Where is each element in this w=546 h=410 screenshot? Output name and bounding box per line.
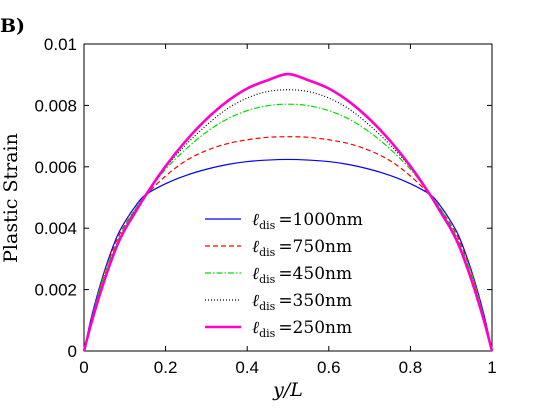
x-tick-label: 0.4 [235, 358, 259, 377]
x-tick-label: 0 [79, 358, 88, 377]
axes-frame [83, 43, 493, 352]
y-tick-label: 0.01 [44, 35, 77, 54]
y-tick-label: 0 [68, 342, 77, 361]
series-lines [82, 72, 494, 352]
plot-area [82, 43, 494, 352]
y-tick-label: 0.008 [34, 96, 77, 115]
series-line-0 [83, 158, 493, 352]
legend-entry-1: ℓdis =750nm [252, 237, 352, 259]
x-tick-label: 0.8 [399, 358, 423, 377]
x-axis-label: y/L [272, 379, 303, 401]
series-line-1 [83, 136, 493, 352]
series-line-2 [83, 103, 493, 352]
panel-label: B) [0, 15, 25, 37]
legend: ℓdis =1000nm ℓdis =750nm ℓdis =450nm ℓdis =350n… [205, 210, 363, 340]
legend-entry-3: ℓdis =350nm [252, 291, 352, 313]
y-tick-labels: 0 0.002 0.004 0.006 0.008 0.01 [34, 35, 77, 361]
legend-entry-2: ℓdis =450nm [252, 264, 352, 286]
legend-entry-0: ℓdis =1000nm [252, 210, 363, 232]
y-tick-label: 0.006 [34, 158, 77, 177]
x-tick-label: 0.6 [317, 358, 341, 377]
y-axis-label: Plastic Strain [0, 133, 22, 263]
legend-entry-4: ℓdis =250nm [252, 318, 352, 340]
x-axis-label-text: y/L [272, 379, 303, 401]
y-tick-label: 0.002 [34, 281, 77, 300]
x-tick-label: 1 [487, 358, 496, 377]
x-tick-label: 0.2 [154, 358, 178, 377]
x-tick-labels: 0 0.2 0.4 0.6 0.8 1 [79, 358, 496, 377]
y-tick-label: 0.004 [34, 219, 77, 238]
series-line-4 [82, 72, 494, 352]
